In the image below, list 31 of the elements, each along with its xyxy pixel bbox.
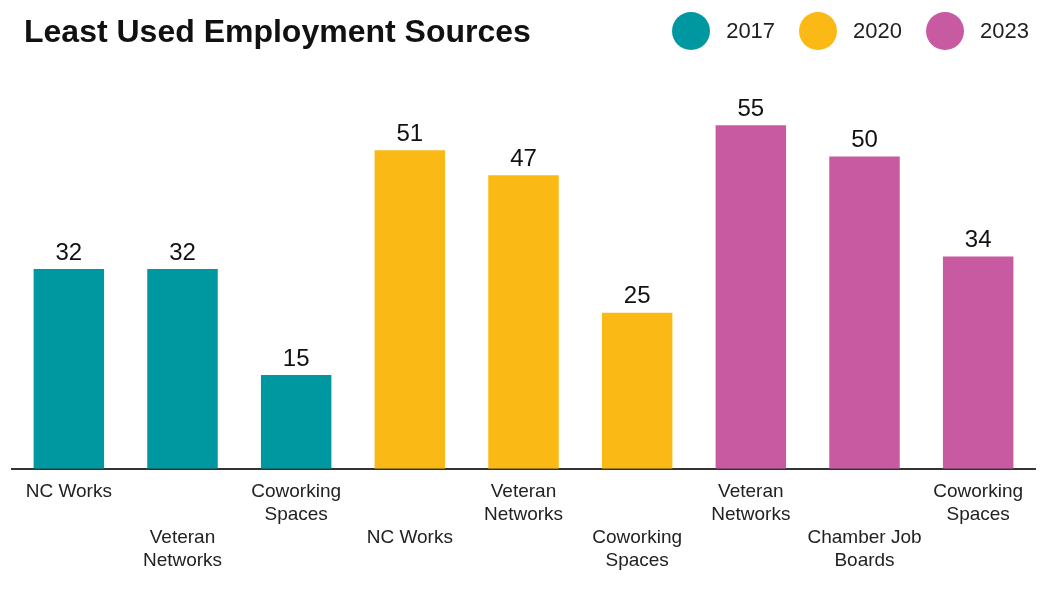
- data-label: 32: [169, 237, 196, 265]
- data-label: 15: [282, 343, 310, 371]
- bar: [488, 175, 559, 469]
- legend-label: 2023: [980, 18, 1029, 44]
- data-label: 51: [396, 118, 424, 146]
- data-label: 32: [55, 237, 83, 265]
- x-tick-label: Veteran Networks: [711, 480, 791, 525]
- x-tick-label: Coworking Spaces: [251, 480, 342, 525]
- data-label: 47: [510, 143, 537, 171]
- x-tick-label: Veteran Networks: [483, 480, 564, 525]
- x-tick-label: NC Works: [366, 526, 453, 548]
- x-tick-label: Chamber Job Boards: [807, 526, 922, 570]
- x-tick-label: Coworking Spaces: [592, 526, 683, 570]
- x-tick-label: Veteran Networks: [142, 526, 223, 570]
- data-label: 50: [851, 125, 878, 153]
- chart-title: Least Used Employment Sources: [23, 12, 531, 50]
- data-label: 25: [623, 281, 651, 309]
- bar: [601, 312, 673, 469]
- legend-label: 2020: [853, 18, 903, 44]
- bar: [829, 156, 900, 469]
- bar: [147, 268, 218, 469]
- bar: [33, 268, 105, 469]
- bar: [374, 150, 446, 469]
- x-tick-label: NC Works: [25, 480, 112, 502]
- x-tick-label: Coworking Spaces: [933, 480, 1024, 525]
- bar: [715, 125, 787, 469]
- bar: [260, 375, 332, 469]
- data-label: 55: [737, 93, 765, 121]
- bar: [942, 256, 1014, 469]
- data-label: 34: [964, 225, 992, 253]
- legend-label: 2017: [726, 18, 776, 44]
